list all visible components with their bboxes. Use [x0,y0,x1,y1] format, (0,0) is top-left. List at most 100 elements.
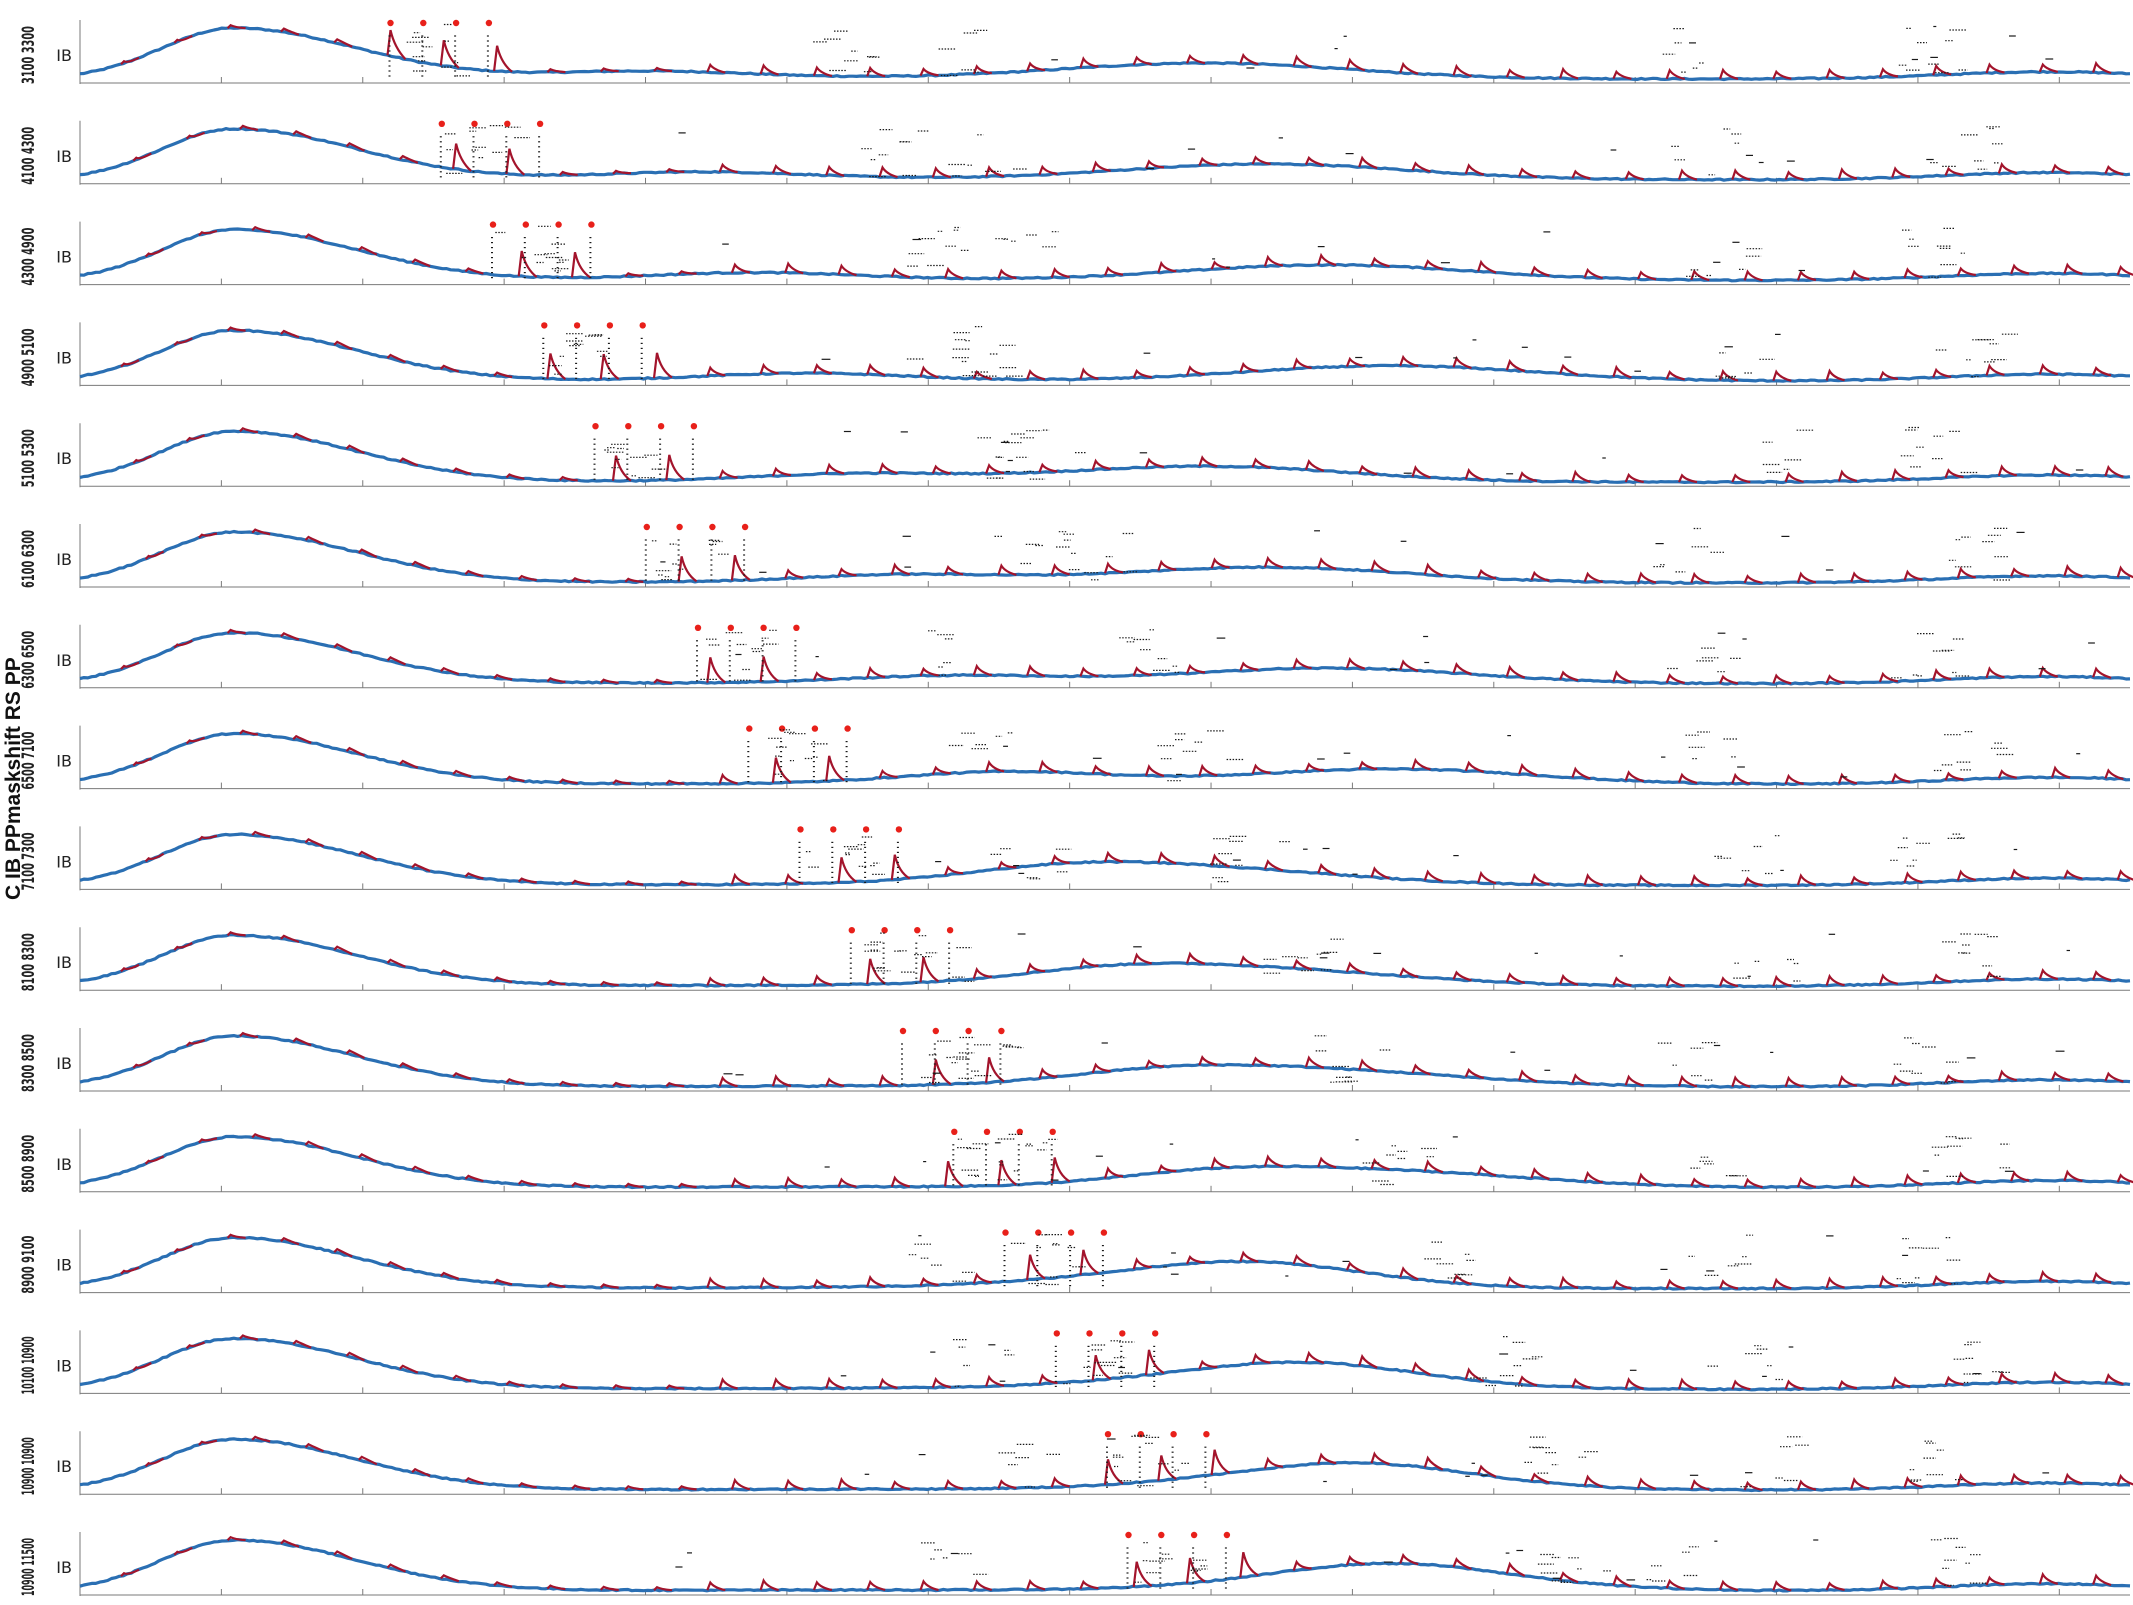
transient-spike [1796,269,1817,282]
transient-spike [1772,369,1792,382]
transient-spike [1796,1479,1817,1491]
transient-spike [985,1057,1005,1083]
panel-row-label: 8900 9100 [19,1236,39,1294]
transient-spike [1132,1257,1152,1270]
transient-spike [173,1546,193,1556]
transient-spike [919,1578,939,1592]
peak-marker [811,725,819,732]
transient-spike [837,1476,857,1491]
transient-spike [1784,1379,1804,1391]
transient-spike [706,365,726,377]
transient-spike [239,1031,259,1039]
panel-1: IB 3100 3300 [19,19,2131,84]
transient-spike [546,1584,566,1591]
transient-spike [1985,62,2005,74]
transient-spike [345,141,365,152]
transient-spike [677,1182,697,1189]
peak-marker [951,1128,958,1136]
transient-spike [1292,1253,1312,1267]
transient-spike [517,250,538,278]
transient-spike [1452,63,1472,78]
transient-spike [1784,1075,1804,1088]
transient-spike [1850,1476,1870,1490]
transient-spike [985,759,1005,773]
transient-spike [333,945,353,956]
transient-spike [1198,455,1218,468]
transient-spike [784,872,804,885]
transient-spike [386,29,407,60]
transient-spike [1784,170,1804,181]
transient-spike [1677,1377,1698,1391]
transient-spike [1399,61,1419,75]
transient-spike [185,1341,206,1350]
transient-spike [653,981,673,987]
transient-spike [1198,1055,1218,1066]
transient-spike [120,1266,140,1275]
transient-spike [1518,167,1538,179]
transient-spike [665,779,685,785]
transient-spike [1612,1279,1632,1290]
transient-spike [1157,559,1177,571]
transient-spike [1772,974,1792,987]
transient-spike [1743,574,1763,584]
transient-spike [292,432,312,442]
transient-spike [878,1377,898,1389]
transient-spike [812,973,833,986]
transient-spike [1345,961,1366,975]
transient-spike [718,1075,738,1088]
transient-spike [1251,763,1271,775]
transient-spike [132,454,152,464]
transient-spike [706,976,726,987]
transient-spike [878,164,898,179]
transient-spike [1423,1455,1444,1471]
transient-spike [399,457,419,467]
transient-spike [571,1484,591,1490]
transient-spike [505,148,526,176]
transient-spike [677,880,697,886]
peak-marker [1125,1531,1132,1539]
transient-spike [1132,666,1152,677]
transient-spike [771,1073,792,1088]
transient-spike [1796,1176,1817,1189]
panel-row-label: 6500 7100 [19,732,39,790]
transient-spike [1091,458,1111,471]
transient-spike [198,834,218,841]
transient-spike [2104,1071,2124,1083]
transient-spike [517,574,537,582]
panel-10: IB 8100 8300 [19,927,2131,992]
transient-spike [866,665,886,679]
transient-spike [1317,252,1337,266]
transient-spike [1079,1249,1099,1276]
transient-spike [1026,664,1046,678]
transient-spike [599,678,619,684]
peak-marker [778,725,786,732]
transient-spike [2092,1573,2112,1587]
transient-spike [464,1476,484,1485]
transient-spike [1932,1576,1952,1588]
transient-spike [1997,769,2017,779]
transient-spike [1157,1163,1177,1174]
transient-spike [144,550,165,560]
transient-spike [558,170,578,176]
transient-spike [825,462,845,475]
transient-spike [1583,872,1603,887]
transient-spike [1399,1552,1419,1566]
transient-spike [972,966,992,979]
transient-spike [144,1155,165,1165]
transient-spike [784,1175,804,1188]
transient-spike [812,1580,833,1592]
transient-spike [2116,1473,2133,1486]
panel-row-label: 8100 8300 [19,933,39,991]
transient-spike [2104,464,2124,478]
transient-spike [2092,1271,2112,1284]
transient-spike [919,1276,939,1286]
transient-spike [1050,1157,1071,1183]
transient-spike [2063,1169,2083,1183]
peak-marker [522,221,529,228]
trace-line [79,529,2131,585]
transient-spike [653,66,673,73]
transient-spike [866,362,886,377]
transient-spike [2092,366,2112,377]
peak-marker [895,826,903,833]
transient-spike [1825,368,1845,382]
